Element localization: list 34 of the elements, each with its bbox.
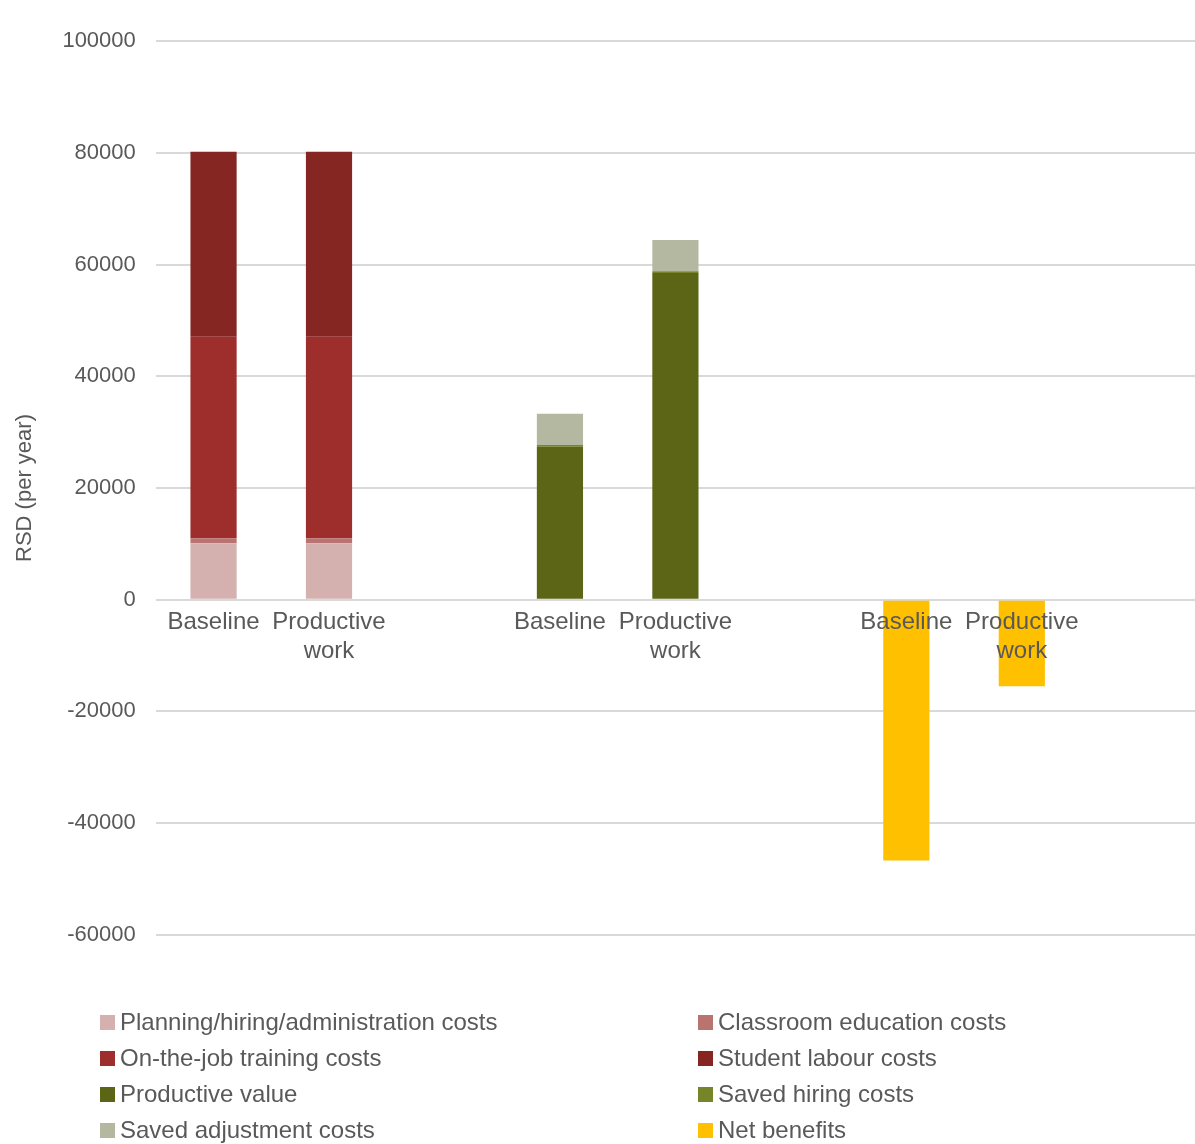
bar (190, 336, 237, 539)
bar (536, 446, 584, 599)
bar (190, 543, 237, 599)
bar (652, 240, 699, 272)
y-tick-label: 0 (123, 585, 136, 611)
y-axis-title: RSD (per year) (11, 414, 37, 562)
bar (305, 543, 353, 599)
legend-label: Student labour costs (718, 1044, 937, 1072)
y-tick-label: -20000 (67, 697, 136, 723)
bar (305, 538, 353, 544)
x-tick-label: Productive work (272, 606, 386, 663)
y-tick-label: 80000 (74, 138, 136, 164)
y-tick-label: 100000 (62, 27, 136, 53)
x-tick-label: Baseline (513, 606, 606, 634)
bar (652, 272, 699, 599)
bar (536, 413, 584, 445)
legend-label: Planning/hiring/administration costs (120, 1008, 498, 1036)
y-tick-label: -60000 (67, 920, 136, 946)
bar (305, 151, 353, 337)
legend-label: Saved adjustment costs (120, 1116, 375, 1144)
y-tick-label: 40000 (74, 362, 136, 388)
x-tick-label: Baseline (167, 606, 260, 634)
legend-label: Classroom education costs (718, 1008, 1007, 1036)
legend-label: Net benefits (718, 1116, 847, 1144)
y-tick-label: -40000 (67, 809, 136, 835)
y-tick-label: 20000 (74, 474, 136, 500)
bar (305, 336, 353, 539)
bar (190, 538, 237, 544)
legend-label: On-the-job training costs (120, 1044, 382, 1072)
y-tick-label: 60000 (74, 250, 136, 276)
bar (190, 151, 237, 337)
legend-label: Saved hiring costs (718, 1080, 915, 1108)
legend-label: Productive value (120, 1080, 298, 1108)
x-tick-label: Productive work (618, 606, 733, 663)
